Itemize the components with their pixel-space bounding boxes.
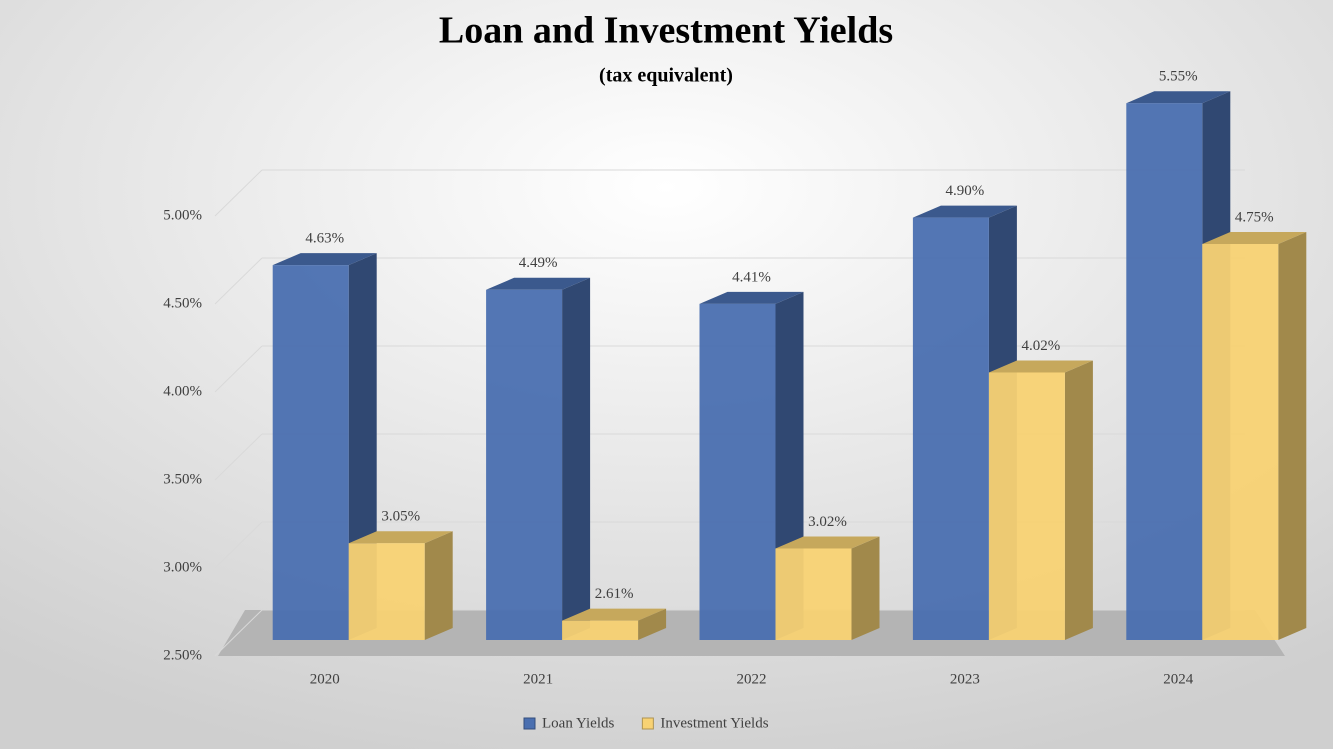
bar bbox=[988, 372, 1065, 640]
bar-side bbox=[424, 531, 453, 640]
data-label: 4.41% bbox=[732, 269, 771, 285]
grid-line bbox=[214, 433, 263, 481]
bar-side bbox=[851, 536, 880, 640]
data-label: 5.55% bbox=[1159, 69, 1198, 85]
bar bbox=[775, 548, 852, 640]
chart-subtitle: (tax equivalent) bbox=[599, 65, 733, 87]
bar bbox=[699, 303, 776, 640]
y-tick-label: 4.00% bbox=[163, 383, 202, 399]
bar-top bbox=[699, 291, 804, 304]
legend-swatch bbox=[641, 717, 654, 730]
data-label: 3.02% bbox=[808, 514, 847, 530]
legend-label: Loan Yields bbox=[542, 715, 615, 731]
bar-top bbox=[486, 277, 591, 290]
bar bbox=[562, 620, 639, 640]
y-tick-label: 4.50% bbox=[163, 295, 202, 311]
legend-label: Investment Yields bbox=[660, 715, 768, 731]
bar bbox=[486, 289, 563, 640]
bar-top bbox=[272, 253, 377, 266]
grid-line bbox=[214, 609, 263, 657]
legend-swatch bbox=[523, 717, 536, 730]
data-label: 4.63% bbox=[305, 231, 344, 247]
y-tick-label: 3.00% bbox=[163, 559, 202, 575]
bar bbox=[912, 217, 989, 640]
y-tick-label: 2.50% bbox=[163, 647, 202, 663]
grid-line bbox=[214, 521, 263, 569]
x-tick-label: 2023 bbox=[950, 671, 980, 687]
bar-top bbox=[775, 536, 880, 549]
y-tick-label: 5.00% bbox=[163, 207, 202, 223]
bar-side bbox=[1064, 360, 1093, 640]
data-label: 4.90% bbox=[946, 183, 985, 199]
data-label: 3.05% bbox=[381, 509, 420, 525]
x-tick-label: 2022 bbox=[737, 671, 767, 687]
bar bbox=[1202, 244, 1279, 640]
bar-side bbox=[562, 277, 591, 640]
data-label: 4.49% bbox=[519, 255, 558, 271]
data-label: 4.75% bbox=[1235, 209, 1274, 225]
y-tick-label: 3.50% bbox=[163, 471, 202, 487]
bar bbox=[272, 265, 349, 640]
bar bbox=[1126, 103, 1203, 640]
x-tick-label: 2021 bbox=[523, 671, 553, 687]
grid-line bbox=[214, 345, 263, 393]
bar-top bbox=[1126, 91, 1231, 104]
bar-top bbox=[988, 360, 1093, 373]
x-tick-label: 2020 bbox=[310, 671, 340, 687]
bar-side bbox=[1278, 232, 1307, 640]
x-tick-label: 2024 bbox=[1163, 671, 1194, 687]
bar-side bbox=[638, 608, 667, 640]
chart-title: Loan and Investment Yields bbox=[439, 10, 893, 52]
grid-line bbox=[214, 169, 263, 217]
bar-top bbox=[562, 608, 667, 621]
bar-top bbox=[1202, 232, 1307, 244]
bar bbox=[348, 543, 425, 640]
data-label: 4.02% bbox=[1022, 338, 1061, 354]
grid-line bbox=[214, 257, 263, 305]
data-label: 2.61% bbox=[595, 586, 634, 602]
bar-top bbox=[348, 531, 453, 544]
bar-top bbox=[912, 205, 1017, 218]
